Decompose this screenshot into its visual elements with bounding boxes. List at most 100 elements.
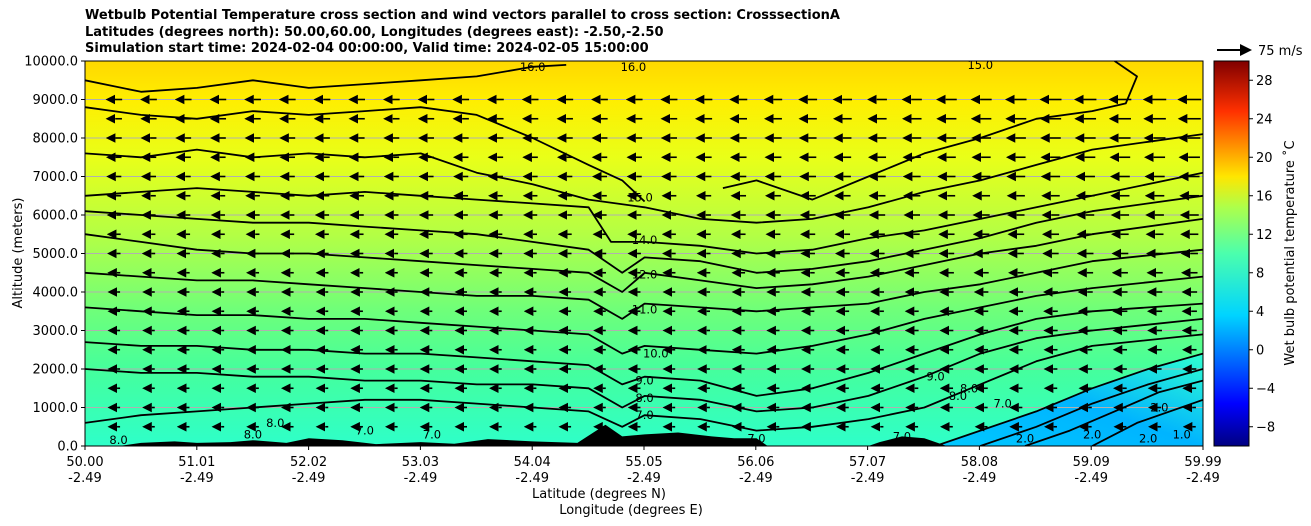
x-tick-label-lon: -2.49 [180, 471, 214, 486]
chart-title: Wetbulb Potential Temperature cross sect… [85, 8, 840, 58]
chart-title-line-1: Wetbulb Potential Temperature cross sect… [85, 8, 840, 23]
y-tick-label: 1000.0 [33, 401, 79, 416]
x-tick-label-lon: -2.49 [1186, 471, 1220, 486]
contour-line [1024, 379, 1203, 446]
contour-label: 2.0 [1150, 401, 1168, 415]
contour-label: 16.0 [520, 60, 546, 74]
colorbar-label: Wet bulb potential temperature ˚C [1282, 140, 1298, 365]
contour-line [722, 61, 1138, 201]
colorbar-tick-label: 24 [1256, 112, 1273, 127]
x-tick-label-lat: 53.03 [402, 455, 439, 470]
colorbar-tick-label: 16 [1256, 189, 1273, 204]
x-tick-label-lat: 59.09 [1073, 455, 1110, 470]
colorbar [1213, 60, 1250, 447]
x-axis-label-latitude: Latitude (degrees N) [532, 487, 666, 502]
y-axis-label: Altitude (meters) [11, 198, 26, 309]
colorbar-tick-label: 0 [1256, 343, 1264, 358]
x-tick-label-lat: 51.01 [178, 455, 215, 470]
contour-label: 9.0 [635, 374, 653, 388]
contour-label: 8.0 [266, 416, 284, 430]
y-tick-label: 4000.0 [33, 286, 79, 301]
x-tick-label-lat: 58.08 [961, 455, 998, 470]
x-tick-label-lat: 52.02 [290, 455, 327, 470]
y-tick-label: 2000.0 [33, 363, 79, 378]
x-axis-label-longitude: Longitude (degrees E) [559, 503, 703, 518]
contour-line [85, 133, 1203, 224]
contour-label: 8.0 [960, 381, 978, 395]
x-tick-label-lon: -2.49 [627, 471, 661, 486]
x-tick-label-lat: 50.00 [66, 455, 103, 470]
x-tick-label-lat: 59.99 [1184, 455, 1221, 470]
x-tick-label-lon: -2.49 [1074, 471, 1108, 486]
contour-label: 11.0 [632, 302, 658, 316]
contour-labels: 16.0 16.0 15.0 15.0 14.0 12.0 11.0 10.0 9.0 8.0 7.… [109, 58, 1191, 447]
contour-label: 12.0 [632, 268, 658, 282]
chart-title-line-3: Simulation start time: 2024-02-04 00:00:… [85, 41, 649, 56]
colorbar-tick-label: 4 [1256, 305, 1264, 320]
quiver-key-label: 75 m/s [1258, 44, 1303, 59]
contour-line [85, 106, 646, 203]
x-tick-label-lon: -2.49 [963, 471, 997, 486]
x-tick-label-lat: 56.06 [737, 455, 774, 470]
contour-line [935, 352, 1203, 446]
contour-label: 2.0 [1016, 431, 1034, 445]
contour-line [85, 64, 567, 93]
y-tick-label: 7000.0 [33, 170, 79, 185]
y-tick-label: 6000.0 [33, 209, 79, 224]
contour-label: 8.0 [949, 389, 967, 403]
contour-line [85, 194, 1203, 274]
contour-line [85, 333, 1203, 432]
contour-line [85, 218, 1203, 293]
contour-label: 8.0 [635, 391, 653, 405]
wind-vectors [105, 94, 1202, 432]
contour-label: 7.0 [356, 424, 374, 438]
x-tick-label-lon: -2.49 [404, 471, 438, 486]
y-tick-label: 9000.0 [33, 93, 79, 108]
contour-line [85, 248, 1203, 320]
x-tick-label-lat: 55.05 [625, 455, 662, 470]
contour-label: 15.0 [967, 58, 993, 72]
contour-label: 8.0 [109, 433, 127, 447]
colorbar-tick-label: −4 [1256, 382, 1275, 397]
contour-line [85, 171, 1203, 255]
contour-label: 2.0 [1083, 427, 1101, 441]
contour-label: 7.0 [994, 397, 1012, 411]
contour-line [85, 302, 1203, 397]
y-tick-label: 8000.0 [33, 132, 79, 147]
colorbar-ticks: −8 −4 0 4 8 12 16 20 24 28 [1249, 74, 1275, 435]
contour-label: 15.0 [627, 191, 653, 205]
contour-label: 9.0 [926, 370, 944, 384]
contour-label: 16.0 [621, 60, 647, 74]
quiver-key: 75 m/s [1217, 44, 1303, 59]
contour-line [85, 275, 1203, 355]
contour-line [85, 318, 1203, 413]
contour-label: 7.0 [423, 427, 441, 441]
x-axis-ticks: 50.00-2.4951.01-2.4952.02-2.4953.03-2.49… [66, 446, 1222, 486]
x-tick-label-lon: -2.49 [292, 471, 326, 486]
colorbar-tick-label: 20 [1256, 151, 1273, 166]
contour-label: 14.0 [632, 233, 658, 247]
x-tick-label-lon: -2.49 [68, 471, 102, 486]
x-tick-label-lon: -2.49 [851, 471, 885, 486]
colorbar-tick-label: 8 [1256, 266, 1264, 281]
contour-line [980, 368, 1203, 446]
colorbar-tick-label: 12 [1256, 228, 1273, 243]
x-tick-label-lat: 57.07 [849, 455, 886, 470]
y-axis-ticks: 0.0 1000.0 2000.0 3000.0 4000.0 5000.0 6000.0 7… [24, 55, 85, 455]
contour-label: 1.0 [1173, 427, 1191, 441]
x-tick-label-lon: -2.49 [739, 471, 773, 486]
colorbar-tick-label: 28 [1256, 74, 1273, 89]
colorbar-tick-label: −8 [1256, 420, 1275, 435]
y-tick-label: 10000.0 [24, 55, 78, 70]
contour-lines [85, 61, 1203, 446]
chart-title-line-2: Latitudes (degrees north): 50.00,60.00, … [85, 24, 664, 40]
y-tick-label: 0.0 [57, 440, 78, 455]
terrain [85, 424, 1203, 446]
y-tick-label: 5000.0 [33, 247, 79, 262]
contour-label: 8.0 [244, 427, 262, 441]
x-tick-label-lon: -2.49 [515, 471, 549, 486]
contour-label: 7.0 [635, 408, 653, 422]
x-tick-label-lat: 54.04 [514, 455, 551, 470]
contour-label: 10.0 [643, 347, 669, 361]
